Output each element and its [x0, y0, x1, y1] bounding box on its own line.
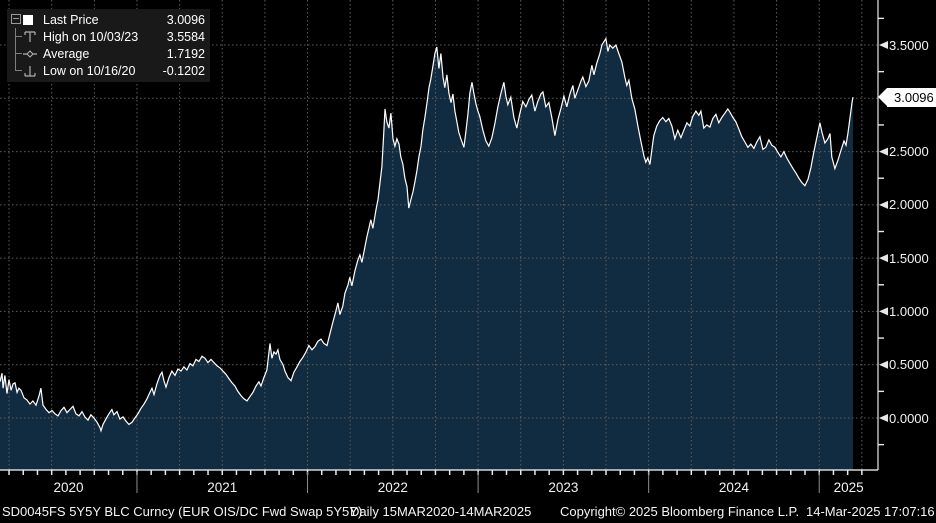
x-axis-year-label: 2022 — [377, 480, 408, 495]
footer-copyright: Copyright© 2025 Bloomberg Finance L.P. — [560, 504, 800, 519]
y-axis-label: 1.0000 — [889, 303, 929, 319]
legend-value: 3.0096 — [166, 12, 205, 27]
y-axis-label: 0.0000 — [889, 410, 929, 426]
x-axis-year-label: 2023 — [548, 480, 579, 495]
high-marker-icon — [24, 30, 36, 42]
legend-label: Last Price — [43, 12, 99, 27]
legend-label: Average — [43, 46, 90, 61]
collapse-icon[interactable] — [11, 14, 21, 24]
chart-legend: Last Price 3.0096 High on 10/03/23 3.558… — [7, 9, 210, 82]
legend-value: 3.5584 — [166, 29, 205, 44]
legend-value: 1.7192 — [166, 46, 205, 61]
low-marker-icon — [24, 65, 36, 77]
y-axis-label: 2.5000 — [889, 144, 929, 160]
legend-label: Low on 10/16/20 — [43, 63, 136, 78]
last-price-flag: 3.0096 — [878, 87, 936, 107]
legend-expander[interactable] — [10, 11, 23, 28]
y-axis-label: 3.5000 — [889, 37, 929, 53]
legend-row-high[interactable]: High on 10/03/23 3.5584 — [10, 28, 205, 45]
legend-row-average[interactable]: Average 1.7192 — [10, 45, 205, 62]
legend-row-last-price[interactable]: Last Price 3.0096 — [10, 11, 205, 28]
legend-label: High on 10/03/23 — [43, 29, 139, 44]
average-marker-icon — [23, 49, 37, 58]
x-axis-year-label: 2024 — [718, 480, 749, 495]
x-axis-year-label: 2025 — [833, 480, 864, 495]
y-axis-label: 1.5000 — [889, 250, 929, 266]
tree-connector — [10, 62, 23, 79]
x-axis-year-label: 2020 — [53, 480, 84, 495]
last-price-square-icon — [23, 14, 33, 25]
footer-ticker: SD0045FS 5Y5Y BLC Curncy (EUR OIS/DC Fwd… — [2, 504, 363, 519]
legend-row-low[interactable]: Low on 10/16/20 -0.1202 — [10, 62, 205, 79]
y-axis-label: 2.0000 — [889, 197, 929, 213]
tree-connector — [10, 45, 23, 62]
tree-connector — [10, 28, 23, 45]
footer-timestamp: 14-Mar-2025 17:07:16 — [806, 504, 935, 519]
legend-value: -0.1202 — [162, 63, 205, 78]
x-axis-year-label: 2021 — [207, 480, 238, 495]
y-axis-label: 0.5000 — [889, 357, 929, 373]
footer-period: Daily 15MAR2020-14MAR2025 — [350, 504, 532, 519]
